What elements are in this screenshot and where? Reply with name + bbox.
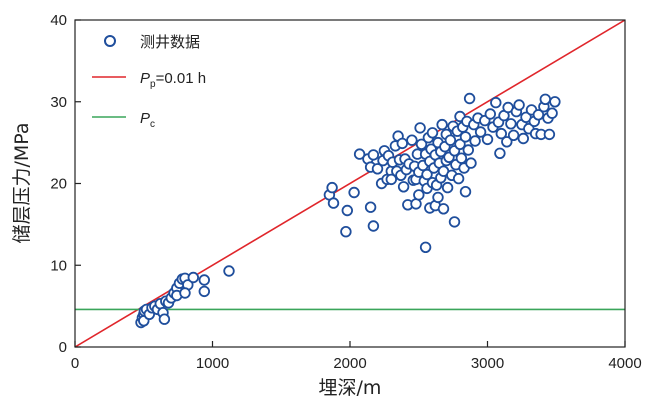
data-point (469, 135, 481, 147)
data-point (371, 163, 384, 175)
data-point (539, 93, 552, 106)
data-point (507, 129, 520, 142)
data-point (426, 127, 439, 139)
data-point (385, 173, 398, 186)
data-point (348, 186, 360, 199)
legend-pc-symbol: P (140, 110, 150, 127)
data-point (406, 134, 418, 146)
legend-pp-symbol: P (140, 70, 150, 87)
x-axis-title: 埋深/m (319, 377, 382, 399)
plot-area (75, 20, 625, 347)
y-tick-label: 40 (50, 12, 67, 29)
x-tick-label: 3000 (471, 355, 504, 372)
data-point (414, 122, 426, 134)
data-point (198, 274, 211, 286)
data-point (353, 148, 366, 160)
data-point (198, 285, 211, 298)
data-point (452, 172, 465, 185)
data-point (505, 118, 517, 130)
data-point (517, 132, 530, 145)
data-point (367, 220, 380, 232)
data-point (341, 204, 354, 217)
data-point (501, 136, 513, 148)
pp-trend-line (75, 20, 625, 347)
data-point (463, 92, 476, 105)
data-point (444, 134, 457, 146)
y-axis-title: 储层压力/MPa (11, 122, 33, 243)
axis-ticks: 0 1000 2000 3000 4000 0 10 20 30 40 (50, 12, 641, 372)
data-point (432, 191, 444, 204)
data-point (543, 128, 556, 141)
data-point (415, 138, 428, 151)
y-tick-label: 10 (50, 257, 67, 274)
data-point (455, 152, 468, 164)
data-point (397, 181, 410, 193)
data-point (326, 181, 338, 194)
data-point (546, 107, 558, 119)
data-point (490, 96, 502, 109)
x-tick-label: 4000 (608, 355, 641, 372)
legend-pp-subscript: p (150, 79, 156, 90)
legend: 测井数据 Pp=0.01 h Pc (92, 33, 206, 130)
data-point (459, 131, 472, 143)
data-point (494, 147, 506, 160)
legend-marker-points (104, 35, 116, 47)
data-point (459, 185, 472, 198)
y-tick-label: 20 (50, 176, 67, 193)
legend-label-pc: Pc (140, 110, 155, 130)
data-point (187, 271, 200, 284)
data-point (364, 201, 377, 213)
data-point (484, 108, 497, 120)
data-point (367, 149, 380, 161)
data-point (436, 118, 448, 131)
data-point (474, 126, 487, 138)
y-tick-label: 30 (50, 94, 67, 111)
y-tick-label: 0 (59, 339, 67, 356)
legend-label-pp: Pp=0.01 h (140, 70, 206, 90)
x-tick-label: 2000 (333, 355, 366, 372)
x-tick-label: 1000 (196, 355, 229, 372)
legend-pp-rest: =0.01 h (156, 70, 206, 87)
data-point (465, 157, 477, 169)
data-point (340, 225, 352, 238)
x-tick-label: 0 (71, 355, 79, 372)
data-point (448, 216, 461, 228)
data-point (396, 137, 409, 150)
data-point (454, 138, 466, 151)
data-point (179, 287, 191, 299)
data-point (437, 203, 450, 215)
data-point (549, 96, 561, 108)
legend-pc-subscript: c (150, 119, 155, 130)
data-point (441, 181, 454, 194)
legend-label-points: 测井数据 (140, 33, 200, 51)
data-point (158, 313, 171, 325)
data-point (223, 265, 235, 277)
data-point (419, 241, 432, 254)
data-point (513, 99, 525, 111)
data-point (413, 189, 425, 201)
data-point (532, 109, 545, 121)
data-point (462, 144, 475, 156)
data-point (327, 197, 340, 209)
data-point (495, 127, 508, 140)
data-point (481, 133, 494, 146)
data-point (421, 168, 433, 181)
